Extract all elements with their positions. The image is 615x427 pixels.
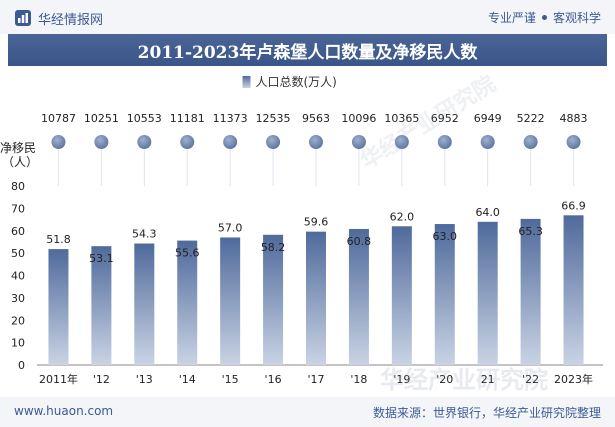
net-migration-dot — [351, 135, 366, 149]
x-tick-label: '15 — [222, 373, 239, 386]
net-migration-label: 12535 — [256, 112, 291, 125]
population-bar — [348, 228, 369, 365]
x-tick-label: '17 — [307, 373, 324, 386]
footer-url[interactable]: www.huaon.com — [14, 404, 114, 418]
population-bar — [263, 234, 284, 365]
net-migration-dot — [437, 135, 452, 149]
population-value-label: 63.0 — [433, 230, 458, 243]
y-axis: 0 10 20 30 40 50 60 70 80 — [11, 180, 603, 372]
y-tick-label: 80 — [11, 180, 25, 193]
net-migration-label: 11181 — [170, 112, 205, 125]
y-tick-label: 20 — [11, 314, 25, 327]
net-migration-series: 10787 10251 10553 11181 11373 12535 9563 10096 1… — [0, 112, 588, 186]
population-value-label: 60.8 — [347, 235, 372, 248]
x-tick-label: '16 — [265, 373, 282, 386]
net-migration-dot — [309, 135, 323, 149]
y-tick-label: 60 — [11, 225, 25, 238]
legend: 人口总数(万人) — [242, 74, 337, 89]
y-tick-label: 50 — [11, 247, 25, 260]
x-tick-label: '12 — [93, 373, 110, 386]
net-migration-dot — [137, 135, 152, 149]
net-migration-label: 5222 — [517, 112, 545, 125]
net-migration-dot — [94, 135, 109, 149]
population-value-label: 65.3 — [518, 225, 543, 238]
net-migration-label: 10251 — [84, 112, 119, 125]
legend-swatch — [242, 76, 251, 88]
x-axis: 2011年 '12 '13 '14 '15 '16 '17 '18 '19 '20 21 '22 202… — [39, 372, 593, 386]
population-bar — [391, 226, 412, 365]
legend-label: 人口总数(万人) — [256, 74, 337, 89]
header-bar: 华经情报网 专业严谨 客观科学 — [0, 0, 615, 34]
net-migration-label: 6949 — [474, 112, 502, 125]
huajing-logo-icon — [15, 10, 31, 26]
tagline-left: 专业严谨 — [487, 11, 536, 25]
y-tick-label: 40 — [11, 270, 25, 283]
chart-title: 2011-2023年卢森堡人口数量及净移民人数 — [8, 34, 607, 66]
population-value-label: 64.0 — [475, 206, 500, 219]
x-tick-label: '22 — [522, 373, 539, 386]
population-bar — [91, 246, 112, 365]
population-bar — [220, 237, 241, 365]
net-migration-label: 6952 — [431, 112, 459, 125]
population-value-label: 62.0 — [390, 210, 415, 223]
net-migration-label: 9563 — [302, 112, 330, 125]
population-series: 51.8 53.1 54.3 55.6 57.0 58.2 59.6 60.8 62.0 63.0… — [46, 199, 586, 365]
x-tick-label: 21 — [481, 373, 495, 386]
net-migration-dot — [180, 135, 195, 149]
net-migration-dot — [223, 135, 238, 149]
net-migration-label: 10365 — [384, 112, 419, 125]
y-tick-label: 70 — [11, 202, 25, 215]
y-tick-label: 10 — [11, 337, 25, 350]
net-migration-axis-label: 净移民（人） — [0, 141, 38, 169]
net-migration-label: 11373 — [213, 112, 248, 125]
chart-area: 人口总数(万人) 10787 10251 10553 11181 11373 12535 9… — [0, 74, 603, 386]
brand-name: 华经情报网 — [38, 12, 104, 28]
net-migration-dot — [394, 135, 409, 149]
net-migration-label: 10096 — [341, 112, 376, 125]
population-bar — [477, 221, 498, 365]
x-tick-label: '20 — [436, 373, 453, 386]
x-tick-label: 2023年 — [554, 372, 593, 386]
population-value-label: 55.6 — [175, 247, 200, 260]
net-migration-label: 10553 — [127, 112, 162, 125]
population-value-label: 57.0 — [218, 221, 243, 234]
net-migration-dot — [51, 135, 66, 149]
data-source: 数据来源：世界银行，华经产业研究院整理 — [372, 406, 601, 420]
population-bar — [563, 215, 584, 365]
population-value-label: 54.3 — [132, 228, 157, 241]
population-bar — [177, 240, 198, 365]
net-migration-label: 10787 — [41, 112, 76, 125]
population-value-label: 59.6 — [304, 216, 329, 229]
population-bar — [520, 218, 541, 365]
population-bar — [134, 243, 155, 365]
population-value-label: 53.1 — [89, 252, 114, 265]
y-tick-label: 30 — [11, 292, 25, 305]
population-value-label: 66.9 — [561, 199, 586, 212]
net-migration-label: 4883 — [560, 112, 588, 125]
population-bar — [434, 224, 455, 365]
brand[interactable]: 华经情报网 — [14, 8, 103, 28]
y-tick-label: 0 — [18, 359, 25, 372]
net-migration-dot — [480, 135, 495, 149]
net-migration-dot — [266, 135, 281, 149]
dot-separator-icon — [541, 15, 547, 20]
tagline-right: 客观科学 — [552, 11, 601, 25]
population-value-label: 58.2 — [261, 241, 286, 254]
x-tick-label: '13 — [136, 373, 153, 386]
population-bar — [306, 231, 326, 365]
net-migration-dot — [566, 135, 581, 149]
footer: www.huaon.com 数据来源：世界银行，华经产业研究院整理 — [0, 397, 615, 427]
x-tick-label: '19 — [393, 373, 410, 386]
x-tick-label: '14 — [179, 373, 196, 386]
x-tick-label: '18 — [350, 373, 367, 386]
tagline: 专业严谨 客观科学 — [488, 9, 601, 26]
net-migration-dot — [523, 135, 538, 149]
population-value-label: 51.8 — [46, 233, 71, 246]
population-bar — [48, 249, 69, 365]
x-tick-label: 2011年 — [39, 372, 78, 386]
